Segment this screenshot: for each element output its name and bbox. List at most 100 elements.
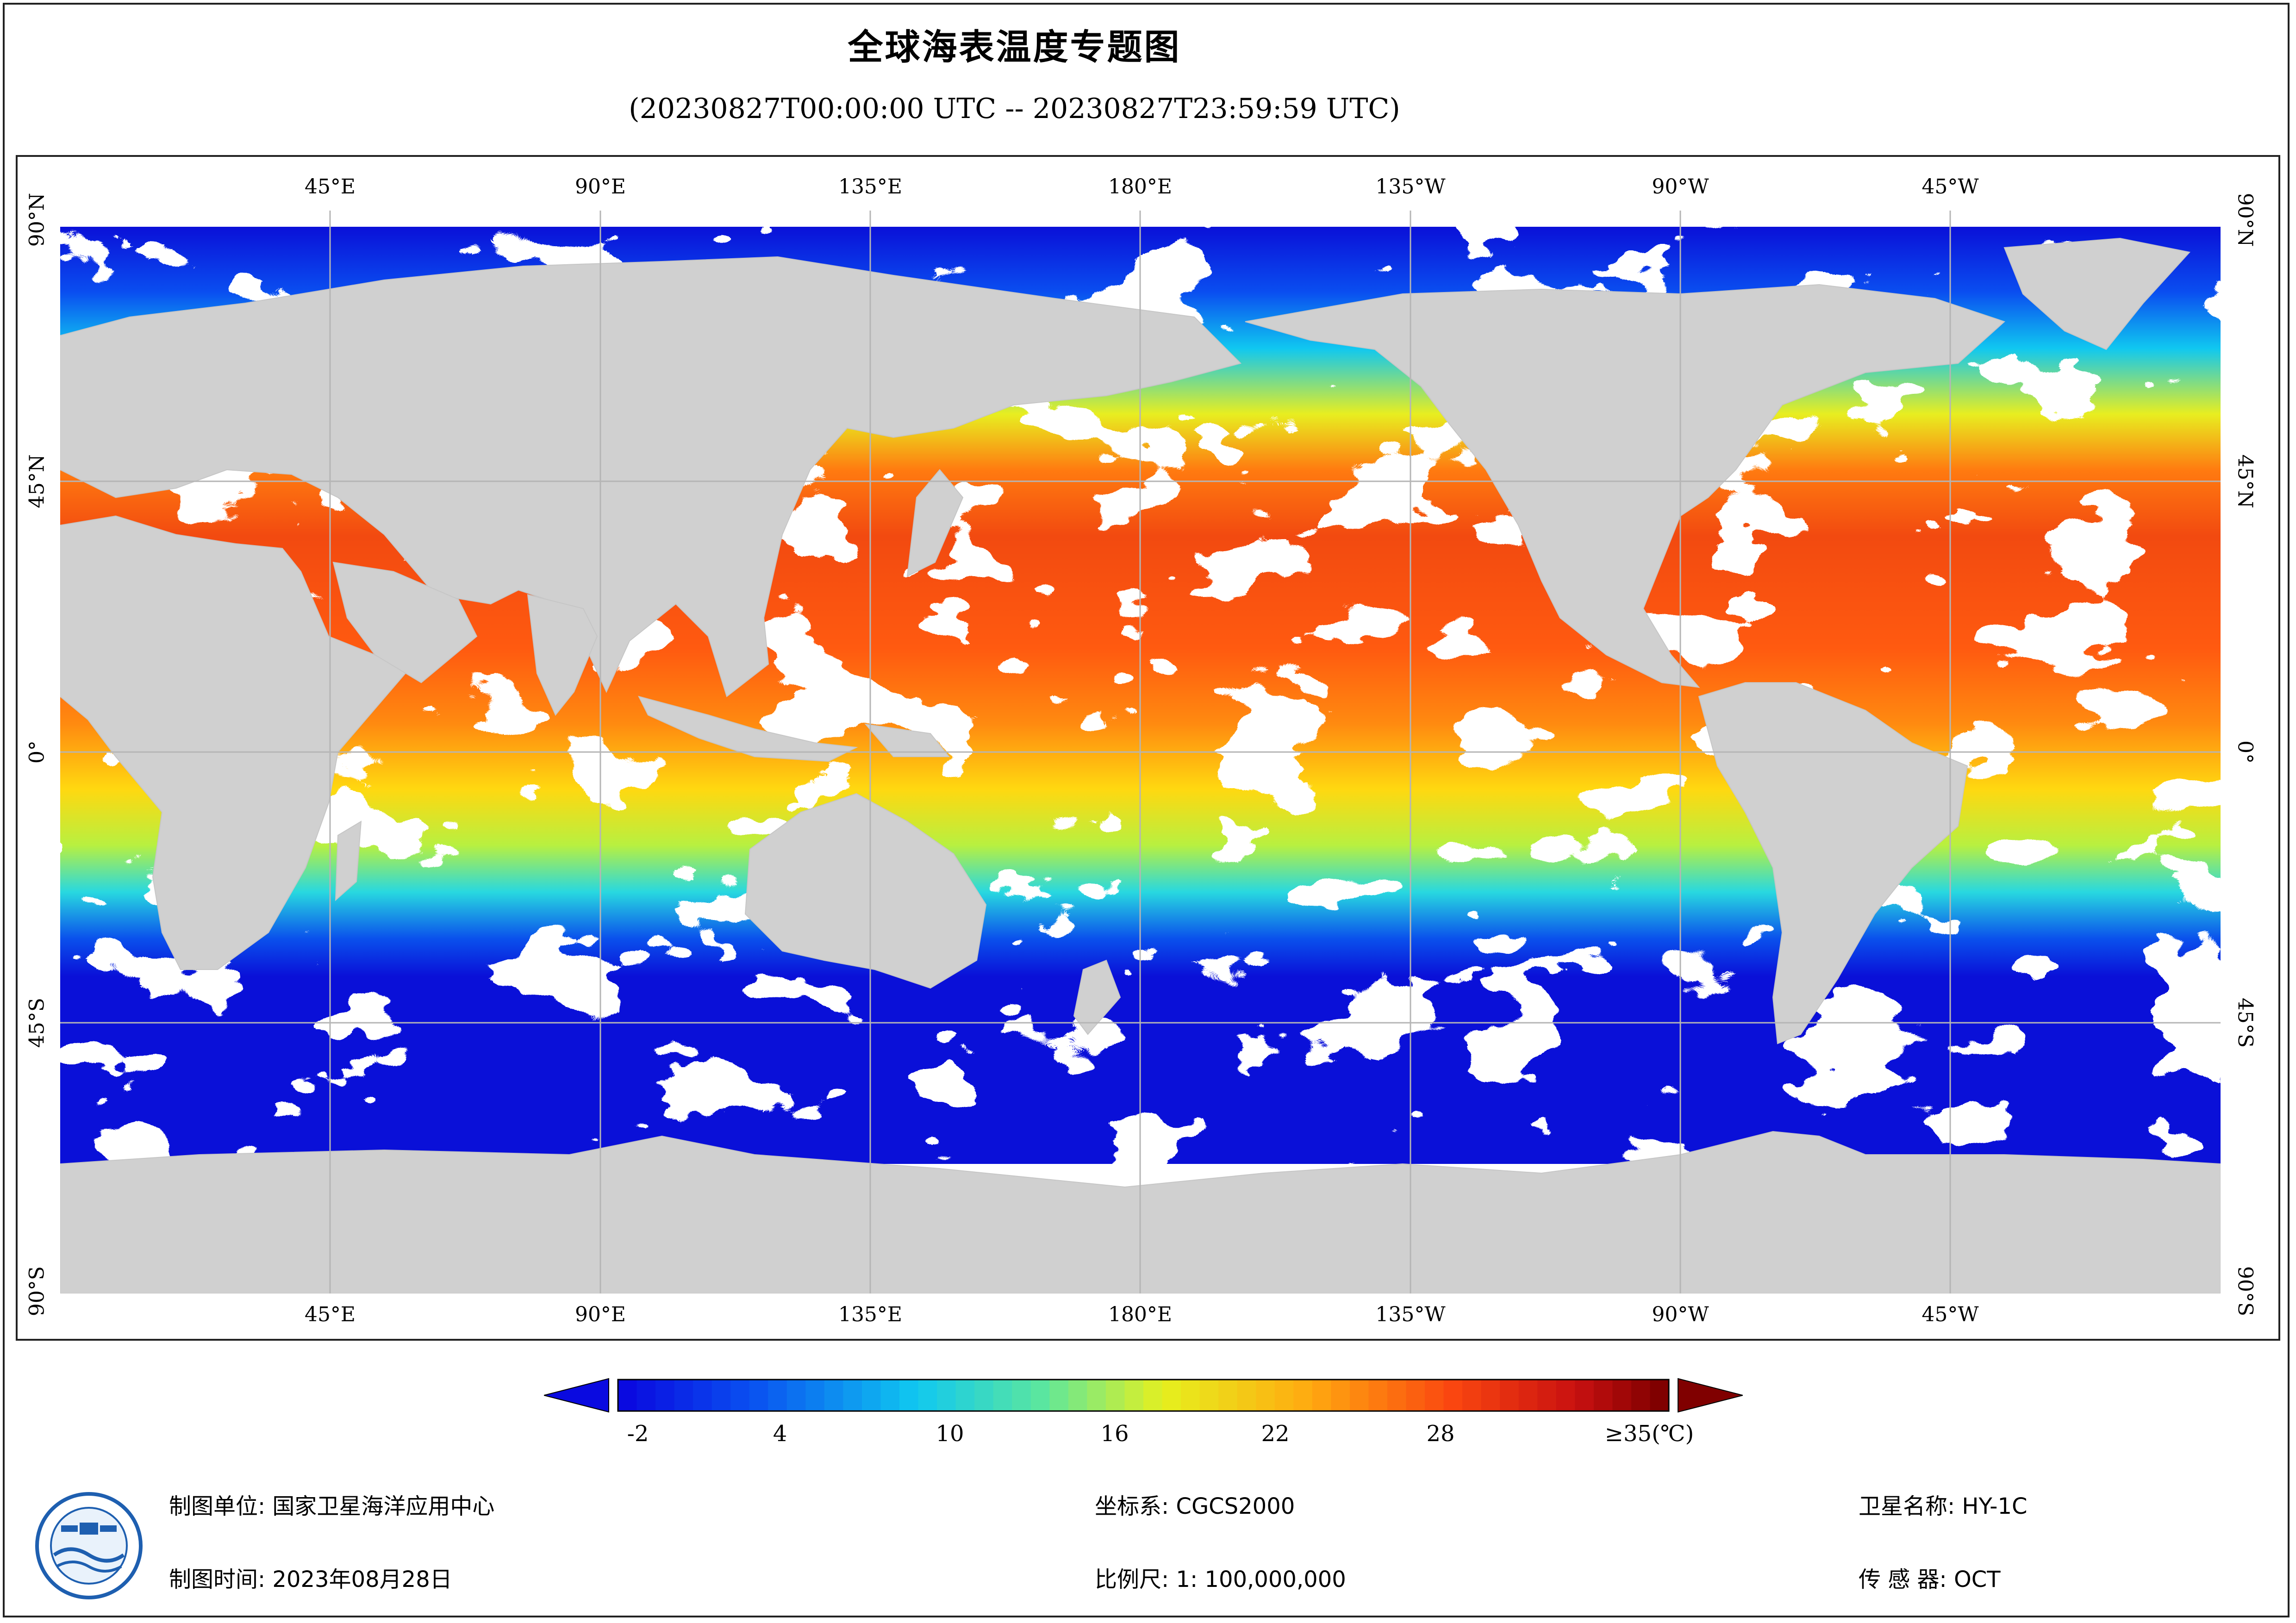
tick-right-45n: 45°N (2233, 454, 2257, 509)
colorbar-segments (617, 1379, 1670, 1412)
footer-scale: 比例尺: 1: 100,000,000 (1095, 1567, 1346, 1592)
colorbar-max-arrow (1678, 1378, 1743, 1413)
colorbar-segment (1162, 1380, 1181, 1411)
tick-bottom-45w: 45°W (1922, 1303, 1979, 1326)
land-eurasia (60, 256, 1242, 697)
colorbar-segment (1481, 1380, 1500, 1411)
tick-top-90w: 90°W (1652, 175, 1709, 199)
colorbar-min-arrow (543, 1378, 609, 1413)
colorbar-segment (1387, 1380, 1407, 1411)
tick-top-135e: 135°E (838, 175, 903, 199)
colorbar-segment (1087, 1380, 1106, 1411)
colorbar-segment (768, 1380, 787, 1411)
colorbar-segment (1537, 1380, 1557, 1411)
colorbar-segment (899, 1380, 919, 1411)
colorbar-segment (1349, 1380, 1369, 1411)
land-greenland (2003, 237, 2190, 350)
colorbar-segment (1199, 1380, 1219, 1411)
colorbar-segment (1593, 1380, 1613, 1411)
land-india (527, 594, 598, 716)
colorbar-label-10: 10 (936, 1421, 964, 1447)
tick-right-45s: 45°S (2233, 997, 2257, 1048)
colorbar-segment (1368, 1380, 1388, 1411)
colorbar-segment (1256, 1380, 1275, 1411)
tick-left-45n: 45°N (25, 454, 49, 509)
colorbar-segment (1462, 1380, 1482, 1411)
tick-bottom-90w: 90°W (1652, 1303, 1709, 1326)
land-australia (744, 793, 987, 989)
colorbar-segment (1237, 1380, 1256, 1411)
colorbar-segment (711, 1380, 731, 1411)
colorbar-segment (861, 1380, 881, 1411)
colorbar-segment (993, 1380, 1012, 1411)
colorbar-segment (918, 1380, 937, 1411)
colorbar-segment (1049, 1380, 1069, 1411)
land-indonesia (638, 696, 858, 762)
colorbar-segment (1068, 1380, 1087, 1411)
land-new-guinea (864, 723, 950, 757)
colorbar-segment (674, 1380, 693, 1411)
colorbar-segment (937, 1380, 956, 1411)
colorbar-label-16: 16 (1100, 1421, 1129, 1447)
footer-org: 制图单位: 国家卫星海洋应用中心 (169, 1493, 495, 1519)
colorbar-segment (655, 1380, 675, 1411)
tick-left-90n: 90°N (25, 193, 49, 247)
colorbar-segment (1443, 1380, 1463, 1411)
colorbar-label-max: ≥35(℃) (1604, 1421, 1694, 1447)
land-north-america (1245, 284, 2005, 688)
colorbar-segment (955, 1380, 975, 1411)
colorbar-segment (730, 1380, 750, 1411)
colorbar-border (617, 1379, 1670, 1412)
colorbar-segment (843, 1380, 862, 1411)
colorbar-segment (636, 1380, 656, 1411)
tick-right-0: 0° (2233, 740, 2257, 764)
colorbar-label-4: 4 (773, 1421, 787, 1447)
colorbar-segment (880, 1380, 900, 1411)
tick-left-90s: 90°S (25, 1266, 49, 1317)
colorbar-segment (693, 1380, 712, 1411)
colorbar-segment (974, 1380, 994, 1411)
colorbar-segment (1218, 1380, 1238, 1411)
colorbar (543, 1377, 1743, 1414)
colorbar-segment (1650, 1380, 1669, 1411)
tick-bottom-90e: 90°E (574, 1303, 626, 1326)
colorbar-segment (1500, 1380, 1519, 1411)
tick-right-90n: 90°N (2233, 193, 2257, 247)
footer-sensor: 传 感 器: OCT (1859, 1567, 2001, 1592)
land-madagascar (335, 821, 362, 902)
colorbar-segment (1425, 1380, 1444, 1411)
colorbar-segment (1143, 1380, 1163, 1411)
tick-top-45e: 45°E (304, 175, 356, 199)
colorbar-segment (1312, 1380, 1331, 1411)
land-new-zealand (1073, 959, 1121, 1035)
colorbar-labels: -2 4 10 16 22 28 ≥35(℃) (0, 1421, 2296, 1453)
colorbar-segment (1612, 1380, 1632, 1411)
colorbar-segment (1631, 1380, 1651, 1411)
colorbar-segment (1124, 1380, 1144, 1411)
colorbar-svg (543, 1378, 1743, 1413)
nsoas-logo (33, 1490, 144, 1601)
colorbar-label-28: 28 (1426, 1421, 1455, 1447)
colorbar-segment (786, 1380, 806, 1411)
colorbar-label-min: -2 (627, 1421, 649, 1447)
sst-map-svg (60, 211, 2221, 1293)
colorbar-segment (1274, 1380, 1294, 1411)
colorbar-segment (1293, 1380, 1313, 1411)
land-japan (906, 469, 964, 577)
tick-top-90e: 90°E (574, 175, 626, 199)
sst-map[interactable] (60, 211, 2221, 1293)
tick-left-0: 0° (25, 740, 49, 764)
tick-bottom-135e: 135°E (838, 1303, 903, 1326)
colorbar-segment (1331, 1380, 1350, 1411)
tick-right-90s: 90°S (2233, 1266, 2257, 1317)
graticule (60, 211, 2221, 1293)
map-frame (16, 155, 2280, 1341)
colorbar-segment (749, 1380, 768, 1411)
map-title: 全球海表温度专题图 (848, 26, 1181, 68)
outer-frame (3, 3, 2290, 1617)
tick-bottom-135w: 135°W (1375, 1303, 1446, 1326)
footer-date: 制图时间: 2023年08月28日 (169, 1567, 452, 1592)
land-south-america (1698, 682, 1968, 1045)
colorbar-segment (1105, 1380, 1125, 1411)
colorbar-label-22: 22 (1261, 1421, 1290, 1447)
